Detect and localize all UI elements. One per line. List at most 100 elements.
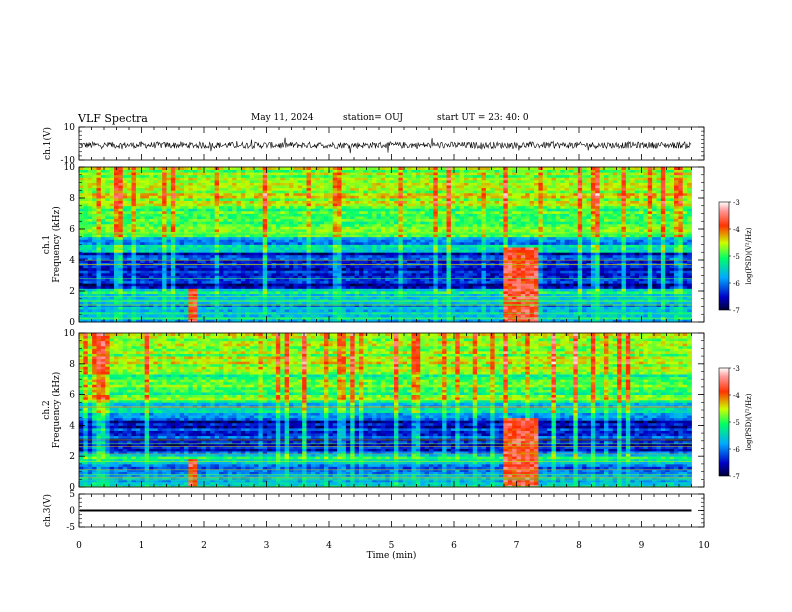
spectrogram-cell xyxy=(634,260,640,263)
spectrogram-cell xyxy=(647,247,653,251)
spectrogram-cell xyxy=(258,236,264,240)
spectrogram-cell xyxy=(232,260,237,263)
spectrogram-cell xyxy=(162,262,167,266)
spectrogram-cell xyxy=(114,296,119,300)
spectrogram-cell xyxy=(560,301,566,305)
spectrogram-cell xyxy=(205,314,211,318)
spectrogram-cell xyxy=(149,272,154,276)
spectrogram-cell xyxy=(656,285,662,289)
spectrogram-cell xyxy=(179,272,185,276)
spectrogram-cell xyxy=(656,291,662,294)
spectrogram-cell xyxy=(249,231,255,235)
spectrogram-cell xyxy=(547,291,552,294)
spectrogram-cell xyxy=(92,288,97,292)
spectrogram-cell xyxy=(503,309,509,313)
spectrogram-cell xyxy=(590,260,596,263)
spectrogram-cell xyxy=(267,262,272,266)
spectrogram-cell xyxy=(455,239,461,243)
spectrogram-cell xyxy=(424,241,430,245)
spectrogram-cell xyxy=(551,280,557,284)
spectrogram-cell xyxy=(472,275,478,279)
spectrogram-cell xyxy=(240,254,246,258)
spectrogram-cell xyxy=(227,293,233,297)
spectrogram-cell xyxy=(586,239,592,243)
spectrogram-cell xyxy=(170,283,176,287)
spectrogram-cell xyxy=(109,257,115,261)
spectrogram-cell xyxy=(555,270,561,274)
spectrogram-cell xyxy=(652,293,657,297)
spectrogram-cell xyxy=(647,283,653,287)
spectrogram-cell xyxy=(140,239,146,243)
spectrogram-cell xyxy=(437,309,443,313)
spectrogram-cell xyxy=(415,260,421,263)
spectrogram-cell xyxy=(157,285,163,289)
spectrogram-cell xyxy=(424,262,430,266)
spectrogram-cell xyxy=(389,283,395,287)
spectrogram-cell xyxy=(586,306,592,310)
spectrogram-cell xyxy=(687,239,692,243)
spectrogram-cell xyxy=(433,244,439,248)
spectrogram-cell xyxy=(275,309,281,313)
spectrogram-cell xyxy=(678,254,684,258)
spectrogram-cell xyxy=(503,283,509,287)
spectrogram-cell xyxy=(114,293,119,297)
spectrogram-cell xyxy=(398,241,404,245)
spectrogram-cell xyxy=(87,280,93,284)
spectrogram-cell xyxy=(512,260,517,263)
spectrogram-cell xyxy=(144,270,150,274)
spectrogram-cell xyxy=(249,239,255,243)
spectrogram-cell xyxy=(608,260,614,263)
spectrogram-cell xyxy=(79,267,84,271)
spectrogram-cell xyxy=(280,252,286,256)
spectrogram-cell xyxy=(262,278,268,282)
spectrogram-cell xyxy=(660,252,666,256)
spectrogram-cell xyxy=(437,247,443,251)
spectrogram-cell xyxy=(332,262,338,266)
spectrogram-cell xyxy=(83,283,89,287)
spectrogram-cell xyxy=(114,270,119,274)
spectrogram-cell xyxy=(674,309,679,313)
spectrogram-cell xyxy=(310,265,316,269)
spectrogram-cell xyxy=(420,270,426,274)
spectrogram-cell xyxy=(507,283,513,287)
spectrogram-cell xyxy=(617,280,622,284)
spectrogram-cell xyxy=(157,231,163,235)
spectrogram-cell xyxy=(275,270,281,274)
spectrogram-cell xyxy=(424,272,430,276)
spectrogram-cell xyxy=(92,252,97,256)
spectrogram-cell xyxy=(630,301,636,305)
spectrogram-cell xyxy=(100,314,106,318)
spectrogram-cell xyxy=(643,288,649,292)
spectrogram-cell xyxy=(512,296,517,300)
spectrogram-cell xyxy=(332,319,338,323)
spectrogram-cell xyxy=(639,293,644,297)
spectrogram-cell xyxy=(617,267,622,271)
spectrogram-cell xyxy=(201,231,207,235)
spectrogram-cell xyxy=(402,314,408,318)
spectrogram-cell xyxy=(258,241,264,245)
spectrogram-cell xyxy=(682,265,688,269)
spectrogram-cell xyxy=(472,234,478,238)
spectrogram-cell xyxy=(245,278,251,282)
spectrogram-cell xyxy=(538,319,544,323)
spectrogram-cell xyxy=(687,309,692,313)
spectrogram-cell xyxy=(319,270,325,274)
spectrogram-cell xyxy=(157,239,163,243)
spectrogram-cell xyxy=(503,301,509,305)
spectrogram-cell xyxy=(245,301,251,305)
spectrogram-cell xyxy=(547,314,552,318)
spectrogram-cell xyxy=(258,283,264,287)
spectrogram-cell xyxy=(157,265,163,269)
spectrogram-cell xyxy=(293,288,299,292)
spectrogram-cell xyxy=(363,309,369,313)
spectrogram-cell xyxy=(109,260,115,263)
spectrogram-cell xyxy=(380,288,386,292)
spectrogram-cell xyxy=(227,265,233,269)
spectrogram-cell xyxy=(599,291,605,294)
spectrogram-cell xyxy=(254,301,259,305)
spectrogram-cell xyxy=(262,306,268,310)
spectrogram-cell xyxy=(398,291,404,294)
spectrogram-cell xyxy=(485,267,491,271)
spectrogram-cell xyxy=(437,234,443,238)
spectrogram-cell xyxy=(214,278,220,282)
